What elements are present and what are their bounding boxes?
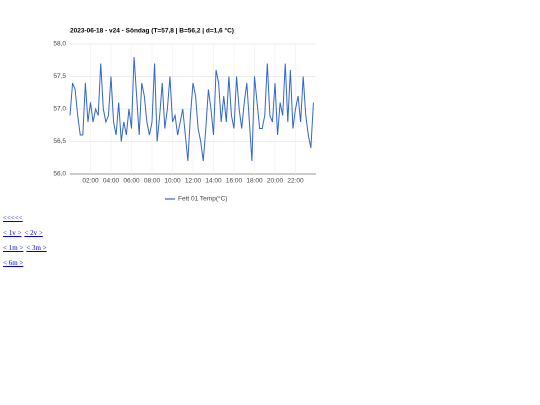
x-tick-label: 02:00: [82, 178, 99, 185]
data-line: [69, 56, 314, 162]
y-tick-label: 57,5: [53, 73, 66, 80]
x-tick-label: 18:00: [246, 178, 263, 185]
link-list: <<<<< < 1v > < 2v > < 1m > < 3m > < 6m >: [3, 212, 50, 272]
y-tick-label: 58,0: [53, 41, 66, 48]
y-tick-label: 56,5: [53, 138, 66, 145]
link-row: < 1m > < 3m >: [3, 242, 50, 257]
link-row: < 1v > < 2v >: [3, 227, 50, 242]
x-tick-label: 06:00: [123, 178, 140, 185]
y-tick-label: 57,0: [53, 106, 66, 113]
chart: 2023-06-18 - v24 - Söndag (T=57,8 | B=56…: [53, 27, 316, 203]
y-tick-label: 56,0: [53, 171, 66, 178]
x-tick-label: 08:00: [144, 178, 161, 185]
x-tick-label: 14:00: [205, 178, 222, 185]
chart-title: 2023-06-18 - v24 - Söndag (T=57,8 | B=56…: [70, 27, 234, 35]
link-row: < 6m >: [3, 257, 50, 272]
x-tick-label: 20:00: [267, 178, 284, 185]
x-tick-label: 22:00: [287, 178, 304, 185]
x-tick-label: 12:00: [185, 178, 202, 185]
nav-link[interactable]: < 1m >: [3, 244, 24, 252]
nav-link[interactable]: < 2v >: [24, 229, 43, 237]
x-tick-label: 10:00: [164, 178, 181, 185]
link-row: <<<<<: [3, 212, 50, 227]
legend-label: Fett 01 Temp(°C): [178, 195, 227, 203]
x-tick-label: 04:00: [103, 178, 120, 185]
x-tick-label: 16:00: [226, 178, 243, 185]
nav-link[interactable]: < 1v >: [3, 229, 22, 237]
nav-link[interactable]: <<<<<: [3, 214, 23, 222]
nav-link[interactable]: < 3m >: [26, 244, 47, 252]
nav-link[interactable]: < 6m >: [3, 259, 24, 267]
